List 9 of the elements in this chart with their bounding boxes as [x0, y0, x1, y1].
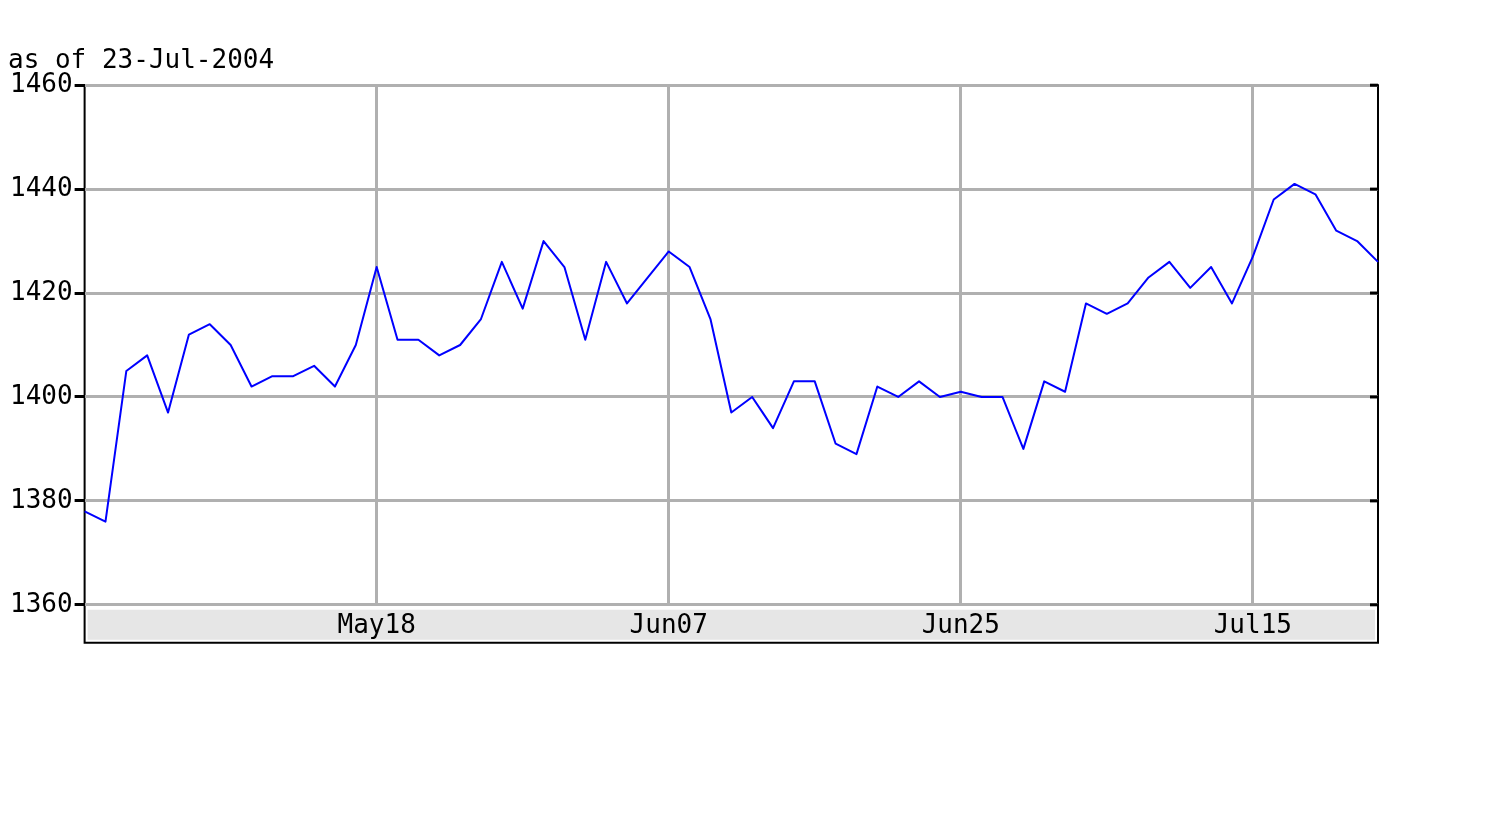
- x-tick-label: Jun25: [921, 609, 1000, 640]
- x-tick-label: May18: [337, 609, 416, 640]
- y-tick-label: 1360: [9, 587, 73, 618]
- x-tick-label: Jun07: [629, 609, 708, 640]
- y-tick-label: 1400: [9, 379, 73, 410]
- x-tick-label: Jul15: [1213, 609, 1292, 640]
- y-tick-label: 1440: [9, 171, 73, 202]
- y-tick-label: 1380: [9, 483, 73, 514]
- y-tick-label: 1420: [9, 275, 73, 306]
